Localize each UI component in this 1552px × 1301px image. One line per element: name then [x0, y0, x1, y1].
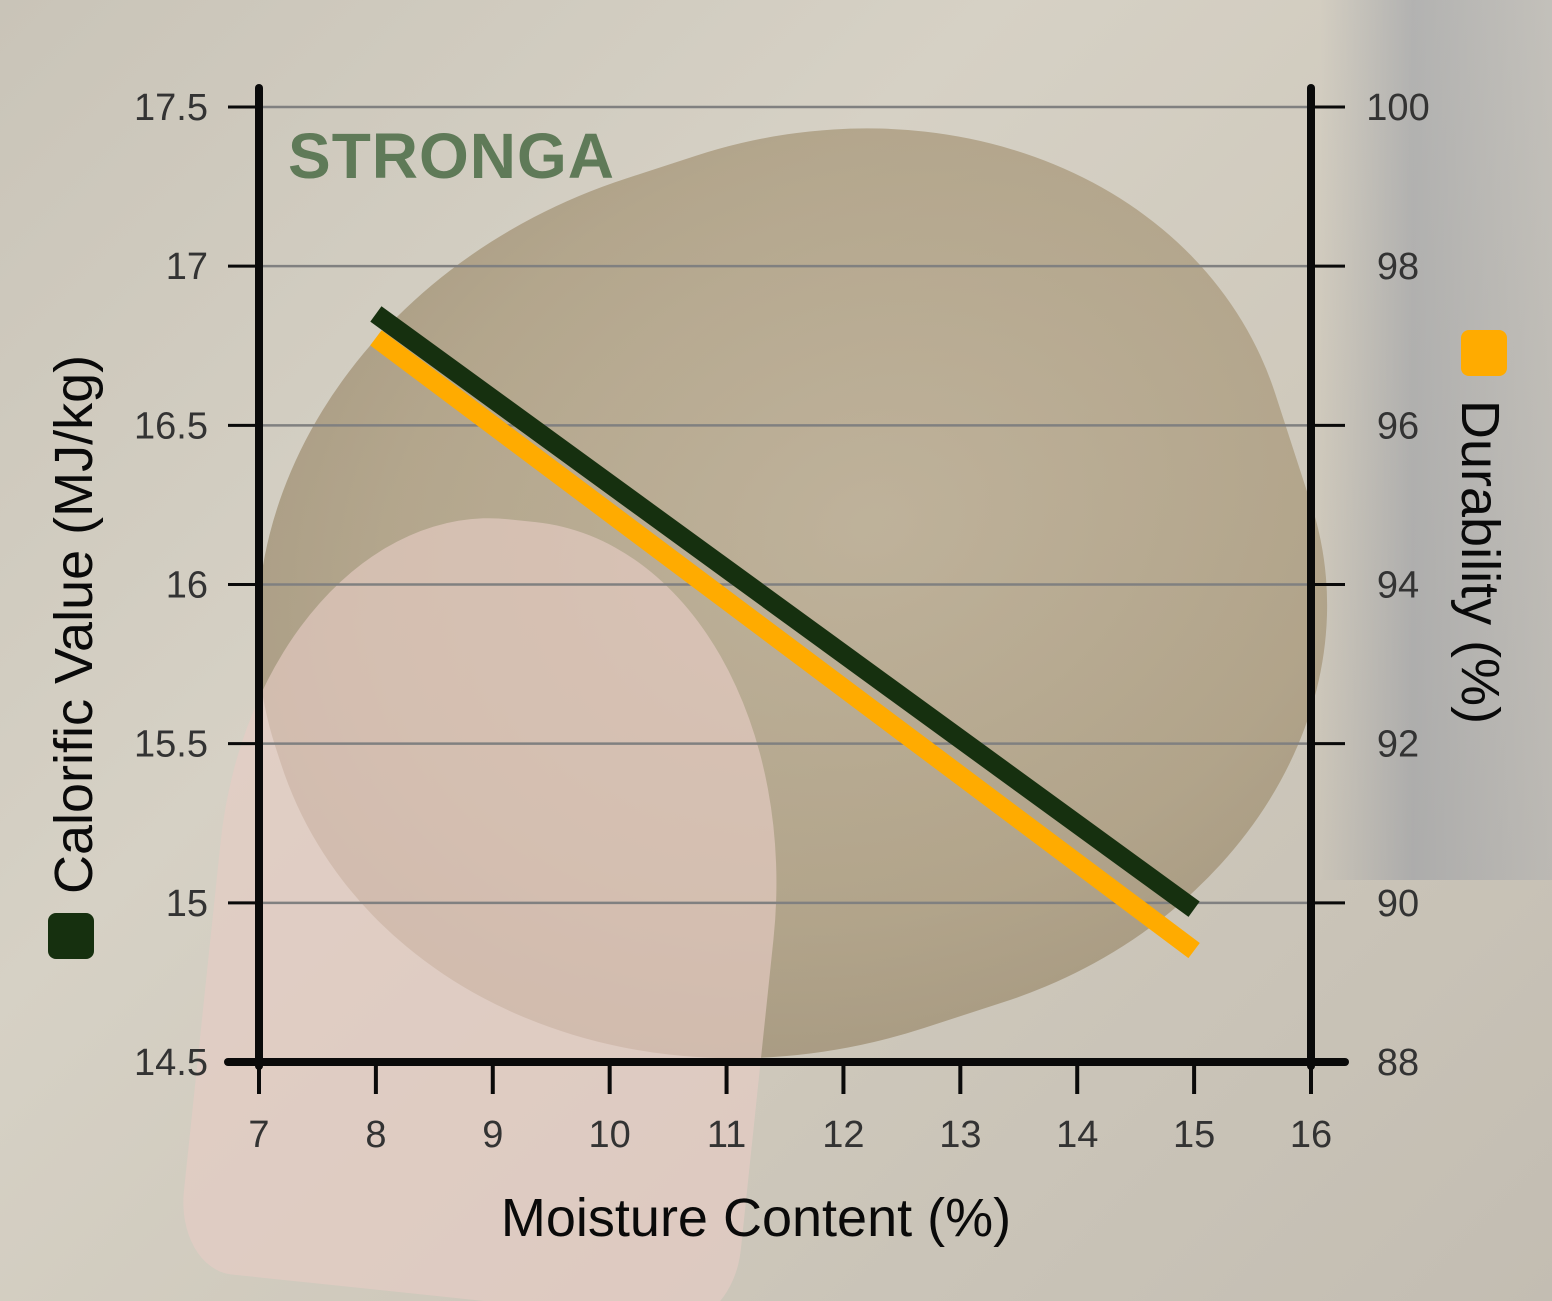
- x-tick-label: 9: [482, 1114, 503, 1156]
- right-axis-title: Durability (%): [1450, 400, 1510, 724]
- right-tick-label: 98: [1377, 246, 1419, 288]
- x-tick-label: 16: [1290, 1114, 1332, 1156]
- right-tick-label: 100: [1366, 87, 1429, 129]
- x-tick-label: 10: [589, 1114, 631, 1156]
- x-tick-label: 12: [822, 1114, 864, 1156]
- calorific-series-line: [370, 306, 1200, 917]
- left-tick-label: 15: [166, 883, 208, 925]
- brand-logo-text: STRONGA: [288, 120, 615, 192]
- durability-series-line: [370, 330, 1200, 959]
- x-tick-label: 11: [707, 1114, 746, 1156]
- x-tick-label: 8: [365, 1114, 386, 1156]
- x-tick-label: 7: [248, 1114, 269, 1156]
- axes: [224, 84, 1349, 1094]
- x-tick-label: 14: [1056, 1114, 1098, 1156]
- grid-lines: [228, 105, 1345, 1064]
- right-tick-label: 92: [1377, 724, 1419, 766]
- x-tick-label: 13: [939, 1114, 981, 1156]
- right-tick-label: 94: [1377, 565, 1419, 607]
- right-tick-label: 88: [1377, 1042, 1419, 1084]
- left-tick-label: 17.5: [134, 87, 208, 129]
- left-tick-label: 17: [166, 246, 208, 288]
- durability-legend-swatch: [1461, 330, 1507, 376]
- tick-labels: 17.5 17 16.5 16 15.5 15 14.5 100 98 96 94 92 90 88 7 8 9…: [134, 87, 1430, 1156]
- right-tick-label: 90: [1377, 883, 1419, 925]
- calorific-legend-swatch: [48, 913, 94, 959]
- left-axis-title: Calorific Value (MJ/kg): [44, 355, 104, 894]
- series-lines: [370, 306, 1200, 959]
- left-tick-label: 14.5: [134, 1042, 208, 1084]
- left-tick-label: 16: [166, 565, 208, 607]
- left-tick-label: 15.5: [134, 724, 208, 766]
- left-tick-label: 16.5: [134, 405, 208, 447]
- right-tick-label: 96: [1377, 405, 1419, 447]
- x-axis-title: Moisture Content (%): [501, 1188, 1011, 1248]
- x-tick-label: 15: [1173, 1114, 1215, 1156]
